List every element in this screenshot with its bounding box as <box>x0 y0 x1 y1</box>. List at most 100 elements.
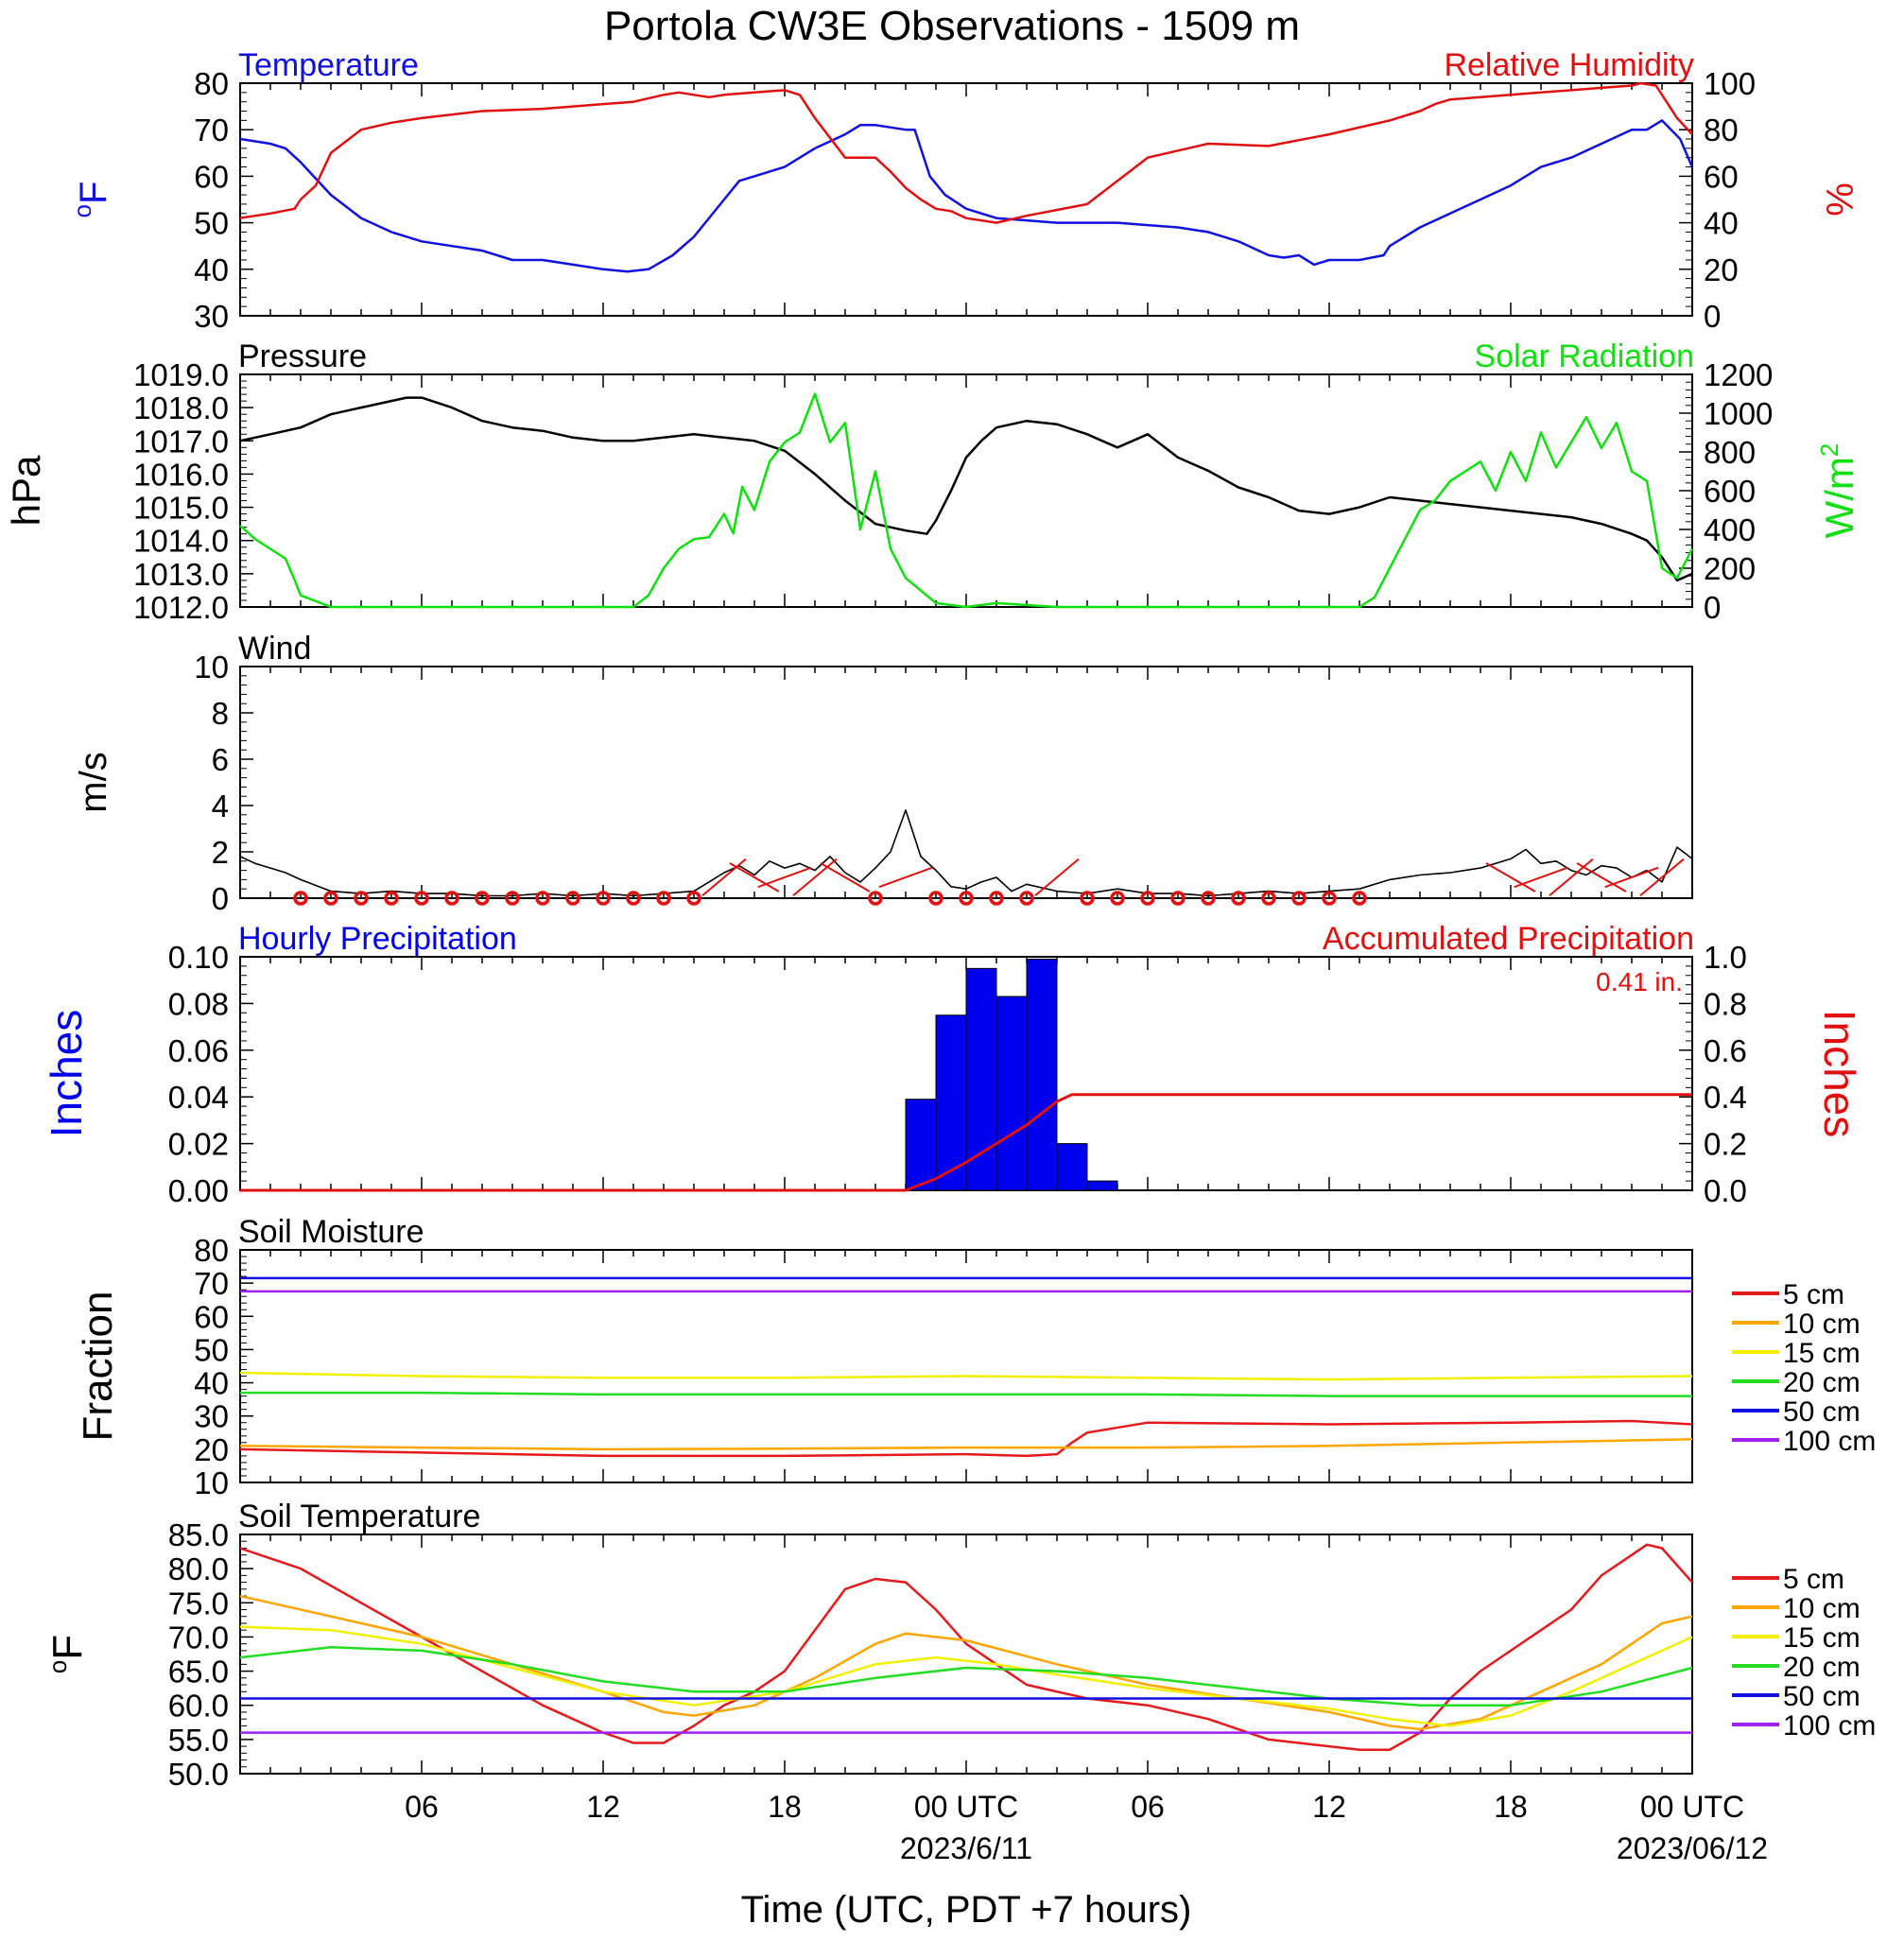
precip-ytick-label-left: 0.02 <box>168 1127 229 1162</box>
temp_rh-frame <box>239 82 1693 317</box>
pressure_solar-ytick-label-left: 1016.0 <box>133 457 229 492</box>
wind-direction-barb <box>701 858 747 896</box>
precip-bar <box>965 967 997 1191</box>
pressure_solar-panel: 1012.01013.01014.01015.01016.01017.01018… <box>4 338 1861 625</box>
wind-calm-marker <box>384 891 399 906</box>
wind-calm-marker <box>959 891 974 906</box>
wind-calm-marker <box>1080 891 1095 906</box>
x-tick-label: 12 <box>586 1790 620 1824</box>
wind-calm-marker <box>868 891 883 906</box>
wind-panel: 0 2 4 6 8 10 Wind m/s <box>73 631 1693 916</box>
pressure_solar-ytick-label-left: 1012.0 <box>133 590 229 625</box>
temp_rh-title-right: Relative Humidity <box>1444 47 1694 83</box>
temp_rh-ytick-label-right: 100 <box>1704 66 1756 101</box>
wind-calm-marker <box>505 891 520 906</box>
soil_temp-ytick-label-left: 75.0 <box>168 1586 229 1620</box>
wind-calm-marker <box>475 891 490 906</box>
soil_temp-ytick-label-left: 60.0 <box>168 1689 229 1724</box>
temp_rh-ytick-label-right: 40 <box>1704 206 1739 241</box>
accum-ylabel-right: Inches <box>1815 1010 1864 1138</box>
x-tick-label: 06 <box>405 1790 439 1824</box>
wind-ytick-label-left: 6 <box>212 742 229 777</box>
wind-ytick-label-left: 0 <box>212 881 229 916</box>
wind-calm-marker <box>596 891 611 906</box>
pressure_solar-ytick-label-left: 1018.0 <box>133 390 229 425</box>
wind-direction-barb <box>757 866 812 889</box>
precip-ytick-label-right: 0.6 <box>1704 1033 1747 1068</box>
soil_temp-legend-label: 15 cm <box>1783 1622 1861 1654</box>
precip-ytick-label-left: 0.10 <box>168 940 229 975</box>
wind-direction-barb <box>1514 866 1568 889</box>
precip-ytick-label-right: 1.0 <box>1704 940 1747 975</box>
wind-calm-marker <box>1170 891 1186 906</box>
soil_temp-ytick-label-left: 50.0 <box>168 1757 229 1792</box>
soil_temp-series-line <box>239 1594 1693 1731</box>
wind-calm-marker <box>354 891 369 906</box>
temp_rh-ytick-label-right: 0 <box>1704 299 1721 334</box>
temp_rh-series-line <box>239 119 1694 273</box>
wind-calm-marker <box>928 891 943 906</box>
soil_temp-ytick-label-left: 55.0 <box>168 1723 229 1758</box>
precip-panel: 0.00 0.02 0.04 0.06 0.08 0.10 0.0 0.2 0.4 0.6 0.8 1… <box>42 921 1864 1208</box>
soil_moisture-ytick-label-left: 10 <box>194 1465 229 1500</box>
soil_moisture-legend-label: 100 cm <box>1783 1426 1876 1457</box>
soil_moisture-ytick-label-left: 50 <box>194 1332 229 1367</box>
wind-direction-barb <box>820 862 871 893</box>
wind-calm-marker <box>1231 891 1246 906</box>
pressure_solar-ytick-label-right: 0 <box>1704 590 1721 625</box>
precip-title-left: Hourly Precipitation <box>238 921 517 957</box>
wind-calm-marker <box>686 891 701 906</box>
wind-calm-marker <box>444 891 459 906</box>
x-tick-label: 00 UTC <box>914 1790 1018 1824</box>
wind-ytick-label-left: 4 <box>212 789 229 823</box>
x-tick-label: 18 <box>1494 1790 1528 1824</box>
soil_moisture-ytick-label-left: 30 <box>194 1399 229 1434</box>
wind-calm-marker <box>1352 891 1367 906</box>
temp_rh-ytick-label-left: 60 <box>194 159 229 194</box>
soil_temp-title-left: Soil Temperature <box>238 1499 480 1534</box>
soil_moisture-legend-label: 15 cm <box>1783 1338 1861 1369</box>
temp_rh-ytick-label-left: 80 <box>194 66 229 101</box>
precip-ytick-label-left: 0.04 <box>168 1080 229 1115</box>
soil_moisture-ytick-label-left: 40 <box>194 1366 229 1401</box>
soil_moisture-ytick-label-left: 60 <box>194 1299 229 1334</box>
x-tick-date-label: 2023/06/12 <box>1617 1831 1768 1865</box>
soil_moisture-series-line <box>240 1391 1692 1397</box>
temp_rh-title-left: Temperature <box>238 47 419 83</box>
precip-bar <box>905 1099 937 1191</box>
pressure_solar-ytick-label-right: 800 <box>1704 435 1756 470</box>
soil_temp-ytick-label-left: 80.0 <box>168 1551 229 1586</box>
wind-calm-marker <box>293 891 308 906</box>
pressure-ylabel-left: hPa <box>4 455 48 526</box>
precip-bar <box>1026 958 1058 1191</box>
wind-ytick-label-left: 8 <box>212 696 229 731</box>
wind-direction-barb <box>1604 866 1659 889</box>
wind-calm-marker <box>1322 891 1337 906</box>
soil_moisture-legend-label: 10 cm <box>1783 1308 1861 1340</box>
soil_temp-series-line <box>239 1646 1693 1707</box>
temp_rh-ytick-label-right: 60 <box>1704 159 1739 194</box>
wind-calm-marker <box>323 891 338 906</box>
temp_rh-panel: 30 40 50 60 70 80 0 20 40 60 80 100 Temperature Relat… <box>68 47 1861 334</box>
precip-total-annotation: 0.41 in. <box>1596 967 1683 996</box>
wind-direction-barb <box>1576 862 1627 893</box>
precip-bar <box>1056 1143 1088 1191</box>
wind-calm-marker <box>1019 891 1034 906</box>
wind-calm-marker <box>535 891 550 906</box>
soil_moisture-title-left: Soil Moisture <box>238 1214 424 1250</box>
precip-ytick-label-right: 0.2 <box>1704 1127 1747 1162</box>
pressure_solar-ytick-label-left: 1017.0 <box>133 424 229 459</box>
soil_moisture-legend-label: 50 cm <box>1783 1396 1861 1428</box>
pressure_solar-series-line <box>239 396 1693 582</box>
wind-calm-marker <box>626 891 641 906</box>
wind-ytick-label-left: 10 <box>194 650 229 685</box>
pressure_solar-ytick-label-right: 600 <box>1704 474 1756 509</box>
pressure_solar-ytick-label-right: 1200 <box>1704 357 1773 392</box>
x-tick-label: 18 <box>768 1790 802 1824</box>
precip-bar <box>935 1014 967 1191</box>
soil_temp-legend-label: 20 cm <box>1783 1652 1861 1683</box>
pressure_solar-ytick-label-left: 1019.0 <box>133 357 229 392</box>
temp_rh-ytick-label-right: 80 <box>1704 113 1739 147</box>
